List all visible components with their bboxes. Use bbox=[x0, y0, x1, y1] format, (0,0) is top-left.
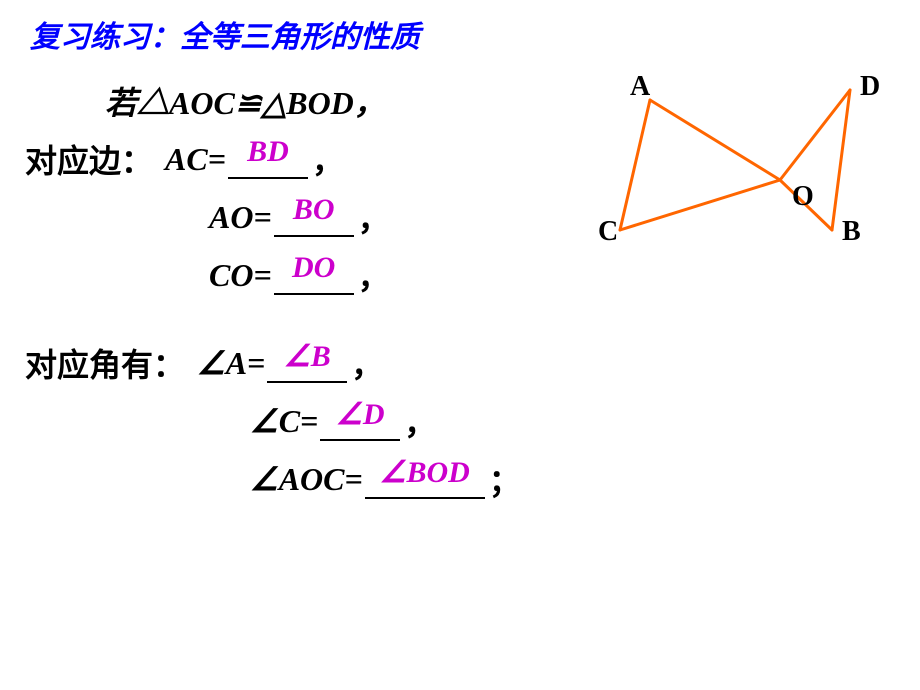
triangle-diagram: A D O C B bbox=[570, 60, 890, 260]
angle1-answer: ∠B bbox=[284, 339, 331, 374]
side3-answer: DO bbox=[292, 251, 335, 285]
angle3-lhs: ∠AOC= bbox=[250, 460, 363, 498]
comma-4: ， bbox=[351, 340, 383, 386]
angle3-answer: ∠BOD bbox=[380, 455, 470, 490]
vertex-label-A: A bbox=[630, 71, 651, 102]
side1-line: 对应边： AC= BD ， bbox=[25, 133, 521, 185]
given-text: 若△AOC≌△BOD， bbox=[105, 78, 386, 124]
angle1-lhs: ∠A= bbox=[197, 344, 265, 382]
angle1-line: 对应角有： ∠A= ∠B ， bbox=[25, 337, 521, 389]
side2-lhs: AO= bbox=[209, 199, 272, 236]
vertex-label-B: B bbox=[842, 216, 861, 247]
comma-3: ， bbox=[358, 252, 390, 298]
comma-2: ， bbox=[358, 194, 390, 240]
side2-line: AO= BO ， bbox=[25, 191, 521, 243]
side1-blank: BD bbox=[228, 139, 308, 179]
angle2-answer: ∠D bbox=[336, 397, 385, 432]
angle3-blank: ∠BOD bbox=[365, 459, 485, 499]
vertex-label-O: O bbox=[792, 181, 814, 212]
angle2-blank: ∠D bbox=[320, 401, 400, 441]
angles-label: 对应角有： bbox=[25, 340, 185, 386]
side3-line: CO= DO ， bbox=[25, 249, 521, 301]
angle2-line: ∠C= ∠D ， bbox=[25, 395, 521, 447]
side3-blank: DO bbox=[274, 255, 354, 295]
angle3-line: ∠AOC= ∠BOD ； bbox=[25, 453, 521, 505]
side2-blank: BO bbox=[274, 197, 354, 237]
semicolon-1: ； bbox=[489, 456, 521, 502]
angle1-blank: ∠B bbox=[267, 343, 347, 383]
vertex-label-D: D bbox=[860, 71, 880, 102]
sides-label: 对应边： bbox=[25, 136, 153, 182]
side1-lhs: AC= bbox=[165, 141, 226, 178]
side1-answer: BD bbox=[247, 135, 289, 169]
content-area: 若△AOC≌△BOD， 对应边： AC= BD ， AO= BO ， CO= D… bbox=[25, 75, 521, 511]
comma-1: ， bbox=[312, 136, 344, 182]
angle2-lhs: ∠C= bbox=[250, 402, 318, 440]
vertex-label-C: C bbox=[598, 216, 618, 247]
comma-5: ， bbox=[404, 398, 436, 444]
given-line: 若△AOC≌△BOD， bbox=[25, 75, 521, 127]
side2-answer: BO bbox=[293, 193, 335, 227]
page-title: 复习练习：全等三角形的性质 bbox=[30, 12, 420, 56]
side3-lhs: CO= bbox=[209, 257, 272, 294]
